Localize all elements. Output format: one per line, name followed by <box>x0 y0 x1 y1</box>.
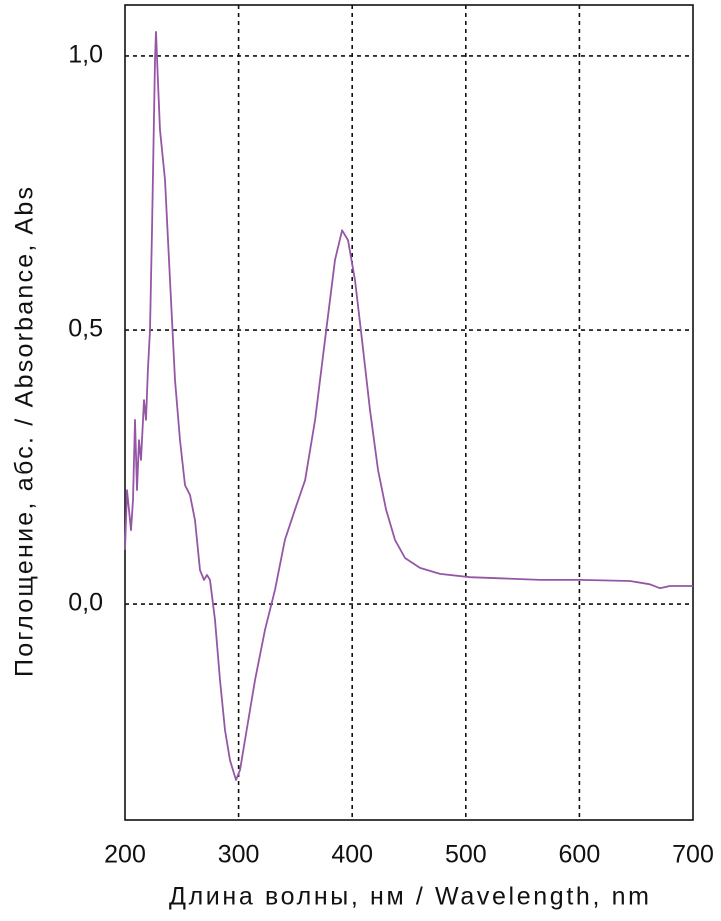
x-tick-label: 400 <box>331 841 373 869</box>
x-tick-label: 300 <box>218 841 260 869</box>
x-tick-label: 200 <box>104 841 146 869</box>
x-tick-label: 600 <box>559 841 601 869</box>
x-tick-label: 700 <box>672 841 714 869</box>
data-line <box>124 31 693 781</box>
plot-frame <box>124 4 694 821</box>
x-tick-label: 500 <box>445 841 487 869</box>
x-axis-label: Длина волны, нм / Wavelength, nm <box>169 883 649 911</box>
y-axis-label: Поглощение, абс. / Absorbance, Abs <box>11 187 39 677</box>
y-tick-label: 0,0 <box>68 589 103 617</box>
y-tick-label: 1,0 <box>68 41 103 69</box>
y-tick-label: 0,5 <box>68 315 103 343</box>
